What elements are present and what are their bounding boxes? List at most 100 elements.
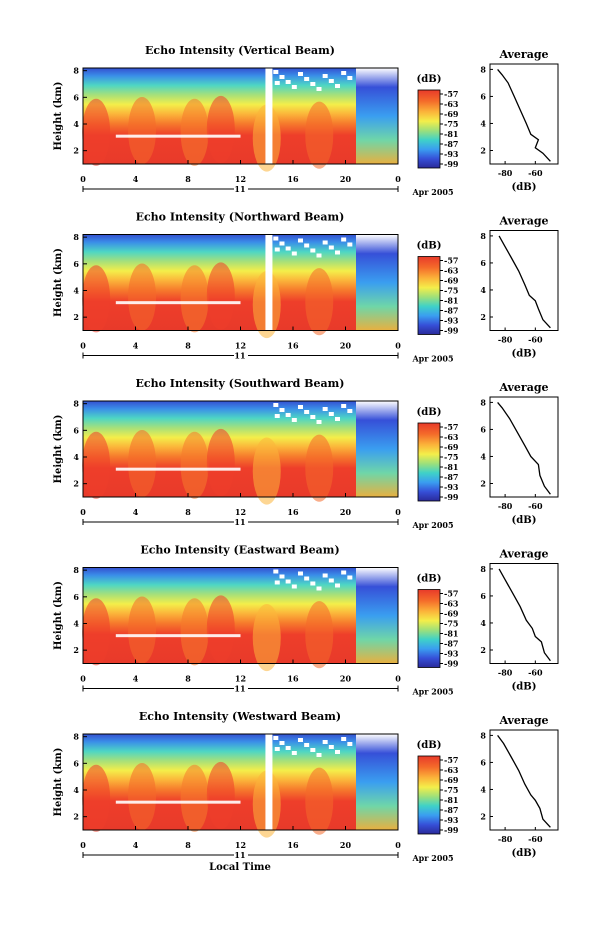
intensity-patch (180, 265, 209, 333)
missing-cell (297, 238, 303, 243)
x-tick-label: 0 (80, 174, 86, 184)
x-tick-label: 0 (395, 507, 401, 517)
y-tick-label: 4 (73, 452, 79, 462)
x-tick-label: 0 (395, 341, 401, 351)
colorbar-tick-label: -87 (444, 639, 458, 649)
average-y-tick-label: 6 (480, 591, 486, 601)
x-tick-label: 12 (235, 341, 246, 351)
missing-cell (304, 243, 310, 248)
x-tick-label: 0 (80, 840, 86, 850)
intensity-patch (82, 265, 111, 333)
colorbar-tick-label: -87 (444, 472, 458, 482)
x-tick-label: 8 (185, 174, 191, 184)
x-tick-label: 20 (340, 840, 352, 850)
intensity-patch (206, 262, 235, 330)
x-tick-label: 20 (340, 341, 352, 351)
colorbar-unit: (dB) (417, 407, 442, 418)
colorbar-tick-label: -69 (444, 109, 459, 119)
colorbar-tick-label: -93 (444, 815, 459, 825)
missing-cell (274, 747, 280, 751)
average-y-tick-label: 4 (480, 618, 486, 628)
panel-4: Echo Intensity (Westward Beam) 2 4 6 8 Height… (53, 710, 559, 863)
colorbar-tick-label: -63 (444, 99, 459, 109)
missing-cell (291, 251, 297, 256)
x-tick-label: 0 (395, 674, 401, 684)
missing-cell (347, 575, 353, 580)
colorbar-tick-label: -69 (444, 276, 459, 286)
average-y-tick-label: 8 (480, 564, 486, 574)
x-tick-label: 16 (287, 840, 299, 850)
sparse-region (356, 401, 398, 497)
x-tick-label: 20 (340, 174, 352, 184)
missing-cell (297, 571, 303, 576)
missing-cell (341, 237, 347, 242)
missing-cell (279, 408, 285, 412)
intensity-patch (305, 434, 334, 502)
average-profile-line (497, 401, 551, 495)
average-frame (489, 729, 559, 831)
day-label: 11 (234, 684, 245, 694)
colorbar-tick-label: -99 (444, 326, 459, 336)
missing-cell (274, 580, 280, 585)
x-tick-label: 16 (287, 507, 299, 517)
average-profile-line (498, 568, 551, 662)
x-tick-label: 12 (235, 674, 246, 684)
average-title: Average (498, 548, 548, 561)
colorbar-tick-label: -93 (444, 149, 459, 159)
missing-cell (273, 403, 279, 407)
missing-cell (273, 70, 279, 74)
missing-cell (316, 253, 322, 258)
colorbar-tick-label: -99 (444, 825, 459, 835)
colorbar-unit: (dB) (417, 574, 442, 585)
missing-cell (285, 579, 291, 584)
average-y-tick-label: 8 (480, 397, 486, 407)
colorbar-tick-label: -75 (444, 452, 458, 462)
missing-cell (273, 569, 279, 574)
missing-cell (347, 409, 353, 413)
y-tick-label: 8 (73, 565, 79, 575)
colorbar (417, 256, 441, 335)
missing-cell (322, 740, 328, 744)
missing-cell (279, 75, 285, 79)
y-tick-label: 4 (73, 785, 79, 795)
missing-band (115, 134, 241, 138)
panel-title: Echo Intensity (Northward Beam) (136, 211, 345, 224)
y-tick-label: 2 (73, 312, 79, 322)
average-title: Average (498, 48, 548, 61)
colorbar-unit: (dB) (417, 74, 442, 85)
intensity-patch (180, 764, 209, 832)
day-label-bg (234, 184, 248, 194)
average-x-label: (dB) (512, 515, 537, 526)
x-tick-label: 8 (185, 341, 191, 351)
missing-cell (347, 242, 353, 247)
x-tick-label: 0 (395, 840, 401, 850)
missing-cell (341, 570, 347, 575)
panel-title: Echo Intensity (Vertical Beam) (145, 44, 335, 57)
missing-cell (310, 248, 316, 253)
average-title: Average (498, 215, 548, 228)
average-x-tick-label: -60 (528, 335, 543, 345)
missing-cell (279, 741, 285, 745)
day-label: 11 (234, 351, 245, 361)
average-x-tick-label: -80 (498, 168, 513, 178)
sparse-region (356, 68, 398, 164)
missing-cell (310, 581, 316, 586)
missing-cell (328, 745, 334, 749)
missing-cell (335, 583, 340, 588)
x-tick-label: 16 (287, 174, 299, 184)
colorbar-tick-label: -81 (444, 795, 458, 805)
x-tick-label: 0 (80, 674, 86, 684)
intensity-patch (128, 429, 157, 498)
missing-cell (328, 412, 334, 416)
colorbar-tick-label: -87 (444, 306, 458, 316)
x-tick-label: 16 (287, 674, 299, 684)
average-y-tick-label: 2 (480, 478, 486, 488)
colorbar-tick-label: -63 (444, 599, 459, 609)
date-label: Apr 2005 (411, 187, 453, 197)
missing-cell (347, 742, 353, 746)
missing-cell (316, 586, 322, 591)
missing-band (115, 301, 241, 305)
colorbar-tick-label: -75 (444, 286, 458, 296)
missing-cell (304, 410, 310, 414)
intensity-patch (82, 431, 111, 499)
